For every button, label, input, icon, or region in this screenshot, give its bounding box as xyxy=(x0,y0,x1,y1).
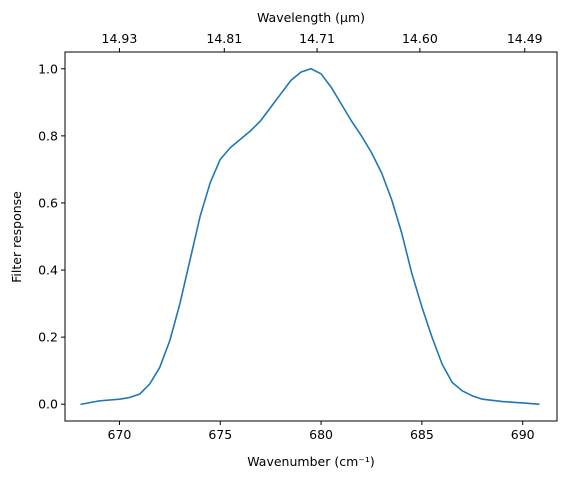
top-tick-label: 14.49 xyxy=(507,31,543,46)
x-axis-title: Wavenumber (cm⁻¹) xyxy=(247,454,374,469)
y-tick-label: 0.8 xyxy=(38,128,58,143)
top-tick-label: 14.60 xyxy=(402,31,438,46)
x-tick-label: 690 xyxy=(511,427,535,442)
top-tick-label: 14.81 xyxy=(206,31,242,46)
plot-frame xyxy=(64,51,558,422)
y-axis-title: Filter response xyxy=(9,191,24,283)
ticks-layer: 670 675 680 685 690 0.0 0.2 0.4 0.6 0.8 1.0 14.93 14… xyxy=(38,31,543,442)
x-tick-label: 675 xyxy=(208,427,232,442)
top-tick-label: 14.71 xyxy=(299,31,335,46)
top-axis-title: Wavelength (μm) xyxy=(257,10,365,25)
x-tick-label: 670 xyxy=(108,427,132,442)
x-tick-label: 685 xyxy=(410,427,434,442)
y-tick-label: 0.4 xyxy=(38,263,58,278)
y-tick-label: 1.0 xyxy=(38,61,58,76)
top-tick-label: 14.93 xyxy=(102,31,138,46)
series-line xyxy=(80,67,540,406)
y-tick-label: 0.2 xyxy=(38,330,58,345)
x-tick-label: 680 xyxy=(309,427,333,442)
y-tick-label: 0.6 xyxy=(38,195,58,210)
y-tick-label: 0.0 xyxy=(38,397,58,412)
plot-area xyxy=(65,52,557,421)
